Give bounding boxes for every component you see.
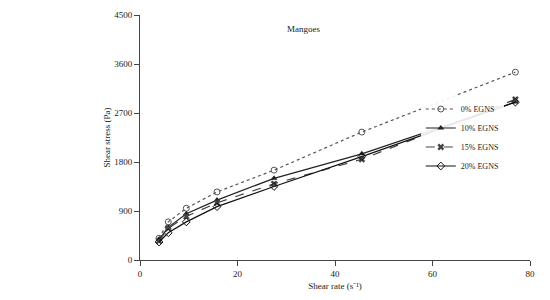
svg-text:10% EGNS: 10% EGNS xyxy=(461,124,499,133)
svg-text:0: 0 xyxy=(138,269,143,279)
svg-text:4500: 4500 xyxy=(114,10,133,20)
svg-text:1800: 1800 xyxy=(114,157,133,167)
svg-text:Mangoes: Mangoes xyxy=(287,24,320,34)
svg-text:Shear rate (s⁻¹): Shear rate (s⁻¹) xyxy=(308,281,362,291)
svg-text:2700: 2700 xyxy=(114,108,133,118)
svg-text:80: 80 xyxy=(526,269,536,279)
svg-text:40: 40 xyxy=(331,269,341,279)
svg-text:3600: 3600 xyxy=(114,59,133,69)
svg-text:60: 60 xyxy=(428,269,438,279)
svg-text:15% EGNS: 15% EGNS xyxy=(461,143,499,152)
svg-text:0% EGNS: 0% EGNS xyxy=(461,105,495,114)
svg-text:Shear stress (Pa): Shear stress (Pa) xyxy=(102,108,112,168)
svg-text:900: 900 xyxy=(119,206,133,216)
svg-text:0: 0 xyxy=(128,255,133,265)
svg-text:20: 20 xyxy=(233,269,243,279)
svg-text:20% EGNS: 20% EGNS xyxy=(461,162,499,171)
